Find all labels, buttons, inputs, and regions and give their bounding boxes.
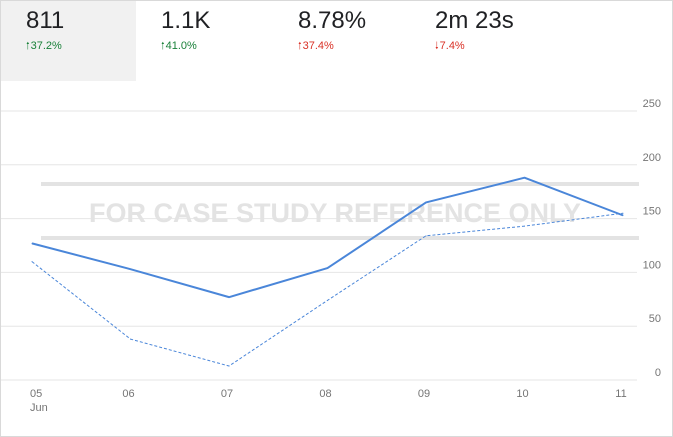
y-tick-label: 250 — [643, 98, 661, 110]
metrics-row: 811 🠑37.2% 1.1K 🠑41.0% 8.78% 🠑37.4% 2m 2… — [1, 1, 672, 81]
metric-tab-bounce-rate[interactable]: 8.78% 🠑37.4% — [273, 1, 408, 81]
grid-lines — [1, 110, 637, 381]
metric-delta: 🠓7.4% — [435, 40, 465, 52]
x-tick-label: 06 — [122, 388, 134, 400]
x-tick-sublabel: Jun — [30, 402, 48, 414]
y-tick-label: 100 — [643, 259, 661, 271]
x-tick-label: 08 — [319, 388, 331, 400]
metric-delta: 🠑41.0% — [161, 40, 197, 52]
data-point — [228, 296, 230, 298]
data-point — [130, 268, 131, 270]
y-tick-label: 200 — [643, 152, 661, 164]
y-tick-label: 150 — [643, 206, 661, 218]
data-point — [524, 225, 525, 227]
metric-value: 1.1K — [161, 7, 211, 34]
data-point — [327, 267, 328, 269]
data-point — [524, 177, 525, 179]
metric-tab-sessions[interactable]: 1.1K 🠑41.0% — [136, 1, 271, 81]
y-tick-label: 50 — [649, 313, 661, 325]
line-chart: 0 50 100 150 200 250 05 06 07 08 09 10 11 Jun FOR CA… — [1, 81, 672, 436]
y-axis-ticks: 0 50 100 150 200 250 — [643, 98, 661, 379]
data-point — [425, 201, 427, 203]
data-point — [425, 235, 427, 237]
watermark-text: FOR CASE STUDY REFERENCE ONLY — [89, 198, 581, 228]
data-point — [31, 261, 33, 263]
metric-delta: 🠑37.2% — [26, 40, 62, 52]
arrow-down-icon: 🠓 — [435, 41, 439, 52]
x-tick-label: 05 — [30, 388, 42, 400]
data-point — [130, 338, 131, 340]
watermark-bar-top — [41, 182, 639, 186]
arrow-up-icon: 🠑 — [161, 41, 165, 52]
data-point — [228, 365, 230, 367]
metric-tab-users[interactable]: 811 🠑37.2% — [1, 1, 136, 81]
watermark: FOR CASE STUDY REFERENCE ONLY — [41, 182, 639, 240]
data-point — [327, 299, 328, 301]
series-layer — [31, 176, 624, 367]
chart-svg: 0 50 100 150 200 250 05 06 07 08 09 10 11 Jun FOR CA… — [1, 98, 661, 414]
metric-value: 2m 23s — [435, 7, 514, 34]
metric-tab-session-duration[interactable]: 2m 23s 🠓7.4% — [410, 1, 560, 81]
x-tick-label: 07 — [221, 388, 233, 400]
metric-value: 811 — [26, 7, 65, 34]
data-point — [31, 242, 33, 244]
metric-value: 8.78% — [298, 7, 367, 34]
x-tick-label: 09 — [418, 388, 430, 400]
data-point — [622, 214, 624, 216]
x-tick-label: 10 — [516, 388, 528, 400]
arrow-up-icon: 🠑 — [298, 41, 302, 52]
arrow-up-icon: 🠑 — [26, 41, 30, 52]
x-tick-label: 11 — [615, 388, 626, 400]
data-point — [622, 212, 624, 214]
metric-delta: 🠑37.4% — [298, 40, 334, 52]
y-tick-label: 0 — [655, 367, 661, 379]
x-axis-ticks: 05 06 07 08 09 10 11 Jun — [30, 388, 627, 414]
watermark-bar-bottom — [41, 236, 639, 240]
